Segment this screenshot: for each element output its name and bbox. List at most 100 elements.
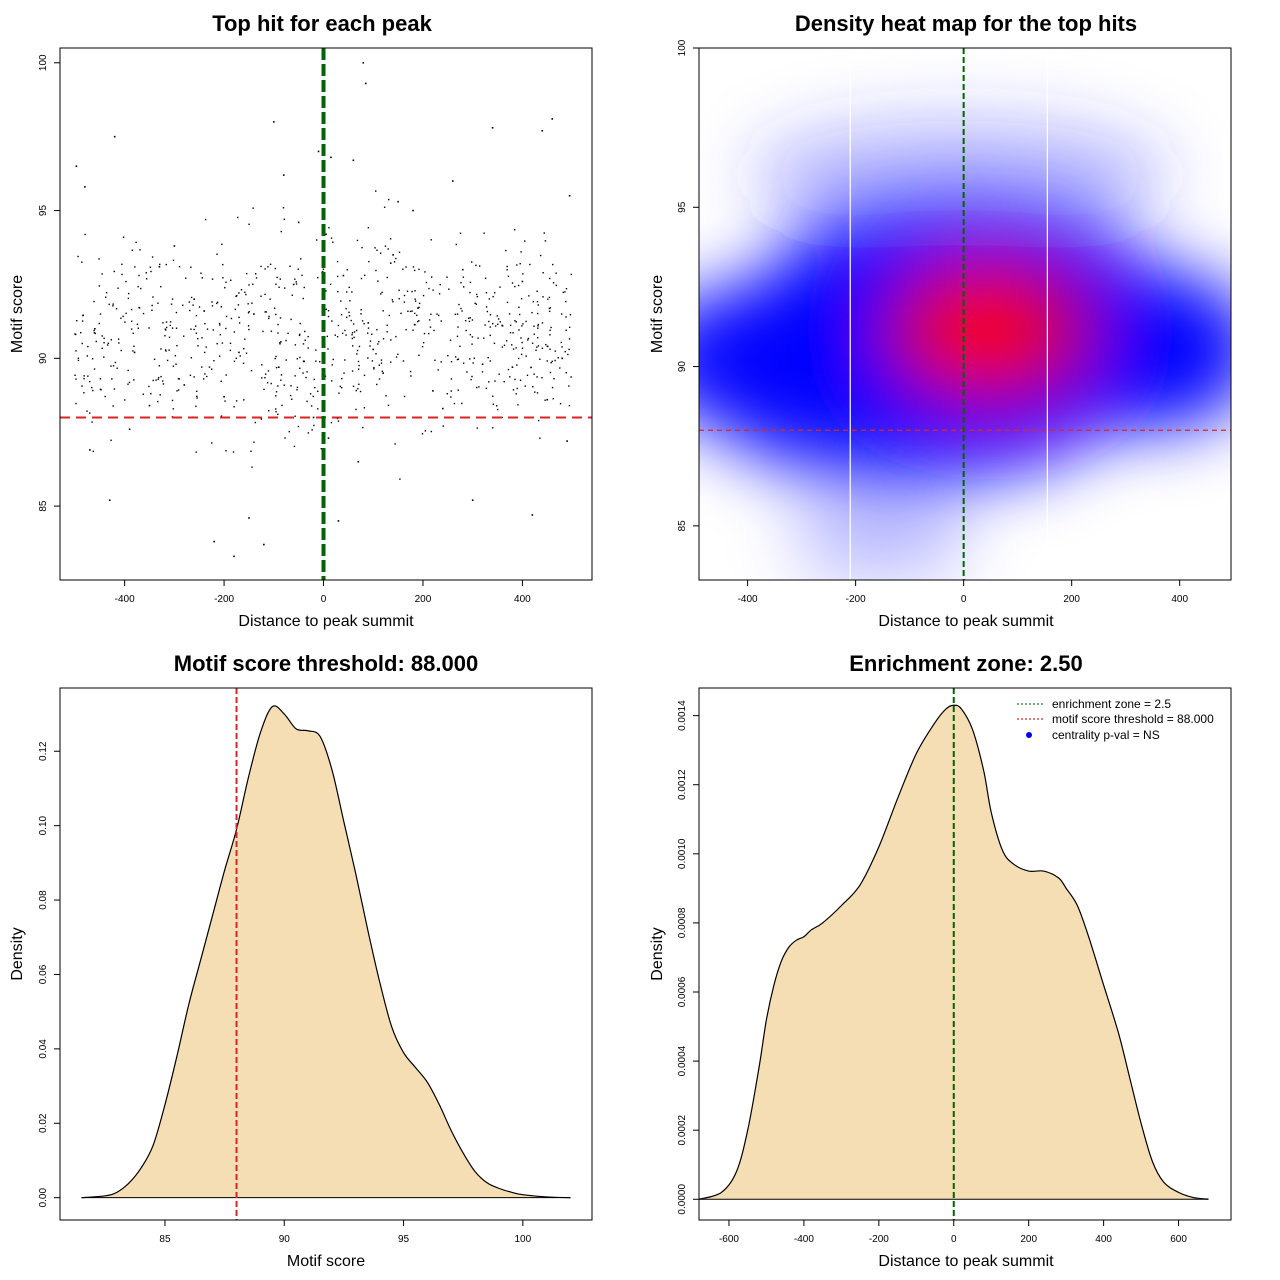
scatter-point <box>385 395 387 397</box>
scatter-point <box>416 320 419 323</box>
scatter-point <box>533 373 535 375</box>
density-area <box>81 705 571 1198</box>
scatter-point <box>269 298 271 300</box>
scatter-point <box>317 150 320 153</box>
scatter-point <box>74 333 76 335</box>
scatter-point <box>315 360 317 362</box>
scatter-point <box>402 268 404 270</box>
scatter-point <box>160 375 162 378</box>
scatter-point <box>117 287 119 289</box>
scatter-point <box>133 351 136 354</box>
scatter-point <box>355 329 358 332</box>
scatter-point <box>92 450 95 453</box>
scatter-point <box>522 273 524 275</box>
scatter-point <box>521 325 523 327</box>
scatter-point <box>512 332 514 334</box>
scatter-point <box>542 272 544 274</box>
scatter-point <box>491 322 494 325</box>
scatter-point <box>430 430 433 433</box>
scatter-point <box>155 379 157 381</box>
scatter-point <box>315 349 317 351</box>
scatter-point <box>108 303 110 306</box>
scatter-point <box>351 291 353 293</box>
scatter-point <box>392 300 394 303</box>
scatter-point <box>376 383 378 386</box>
x-axis-label: Distance to peak summit <box>238 613 414 630</box>
scatter-point <box>363 374 366 377</box>
scatter-point <box>250 370 253 372</box>
scatter-point <box>352 159 355 162</box>
scatter-point <box>152 296 154 298</box>
scatter-point <box>220 380 222 382</box>
scatter-point <box>251 466 253 468</box>
scatter-point <box>495 405 498 407</box>
scatter-point <box>260 418 263 420</box>
scatter-point <box>468 320 471 323</box>
scatter-point <box>247 325 250 327</box>
scatter-point <box>395 356 398 358</box>
scatter-point <box>165 329 167 331</box>
scatter-point <box>512 389 515 391</box>
scatter-point <box>457 326 459 328</box>
scatter-point <box>80 331 82 334</box>
scatter-point <box>485 306 488 308</box>
scatter-point <box>536 290 538 292</box>
scatter-point <box>376 328 378 331</box>
scatter-point <box>351 332 354 334</box>
scatter-point <box>337 520 340 522</box>
y-axis-label: Density <box>649 927 666 980</box>
scatter-point <box>89 449 91 451</box>
scatter-point <box>299 322 301 325</box>
scatter-point <box>81 320 84 322</box>
scatter-point <box>245 293 247 296</box>
scatter-point <box>297 268 300 270</box>
scatter-point <box>483 337 485 339</box>
scatter-point <box>251 302 253 304</box>
scatter-point <box>446 393 448 395</box>
x-axis-label: Distance to peak summit <box>878 613 1054 630</box>
scatter-point <box>361 246 363 249</box>
y-tick-label: 90 <box>677 361 688 373</box>
x-tick-label: 400 <box>1095 1234 1112 1245</box>
scatter-point <box>132 350 134 352</box>
scatter-point <box>110 365 112 367</box>
scatter-point <box>410 375 412 377</box>
scatter-point <box>471 499 474 501</box>
scatter-point <box>297 221 300 224</box>
scatter-point <box>451 180 454 182</box>
scatter-point <box>448 288 450 290</box>
scatter-point <box>413 269 416 272</box>
scatter-point <box>438 293 441 295</box>
scatter-point <box>91 358 94 360</box>
scatter-point <box>101 347 103 350</box>
scatter-point <box>423 332 426 335</box>
scatter-point <box>432 390 434 392</box>
scatter-point <box>525 355 527 357</box>
scatter-point <box>364 274 366 277</box>
scatter-point <box>422 294 425 297</box>
y-tick-label: 0.10 <box>38 815 49 835</box>
scatter-point <box>533 333 535 335</box>
scatter-point <box>277 332 279 334</box>
scatter-point <box>537 419 540 422</box>
scatter-point <box>196 397 198 399</box>
scatter-point <box>244 291 246 294</box>
scatter-point <box>127 369 129 372</box>
scatter-point <box>304 339 306 341</box>
scatter-point <box>260 265 262 268</box>
scatter-point <box>525 320 527 323</box>
scatter-point <box>283 218 286 221</box>
scatter-point <box>492 295 494 298</box>
scatter-point <box>485 292 488 294</box>
scatter-point <box>380 293 382 295</box>
scatter-point <box>91 386 93 389</box>
scatter-point <box>536 346 538 348</box>
x-tick-label: 200 <box>1063 594 1080 605</box>
scatter-point <box>548 310 551 313</box>
scatter-point <box>498 373 500 375</box>
scatter-point <box>115 308 118 310</box>
y-tick-label: 0.0010 <box>677 838 688 869</box>
scatter-point <box>273 307 276 309</box>
scatter-point <box>358 383 360 386</box>
scatter-point <box>204 322 206 325</box>
